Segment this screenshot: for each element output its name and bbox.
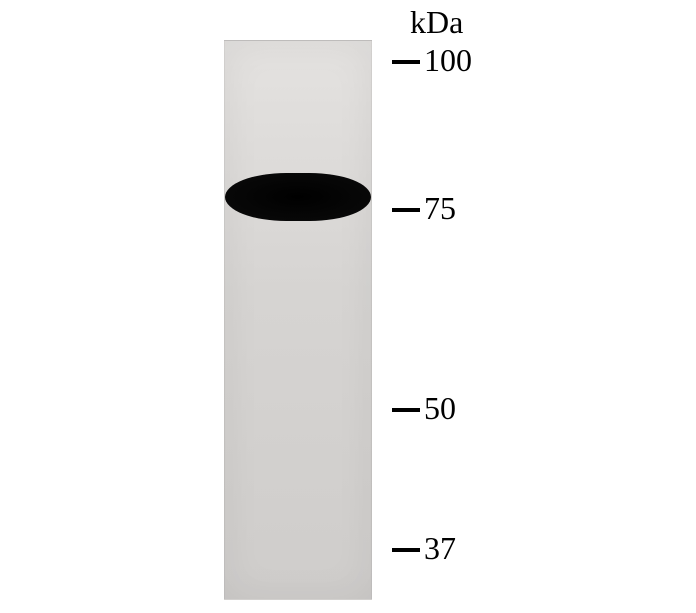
protein-band bbox=[225, 173, 371, 221]
marker-tick bbox=[392, 548, 420, 552]
marker-tick bbox=[392, 408, 420, 412]
marker-label: 75 bbox=[424, 190, 456, 227]
kda-unit-label: kDa bbox=[410, 4, 463, 41]
marker-label: 37 bbox=[424, 530, 456, 567]
marker-label: 50 bbox=[424, 390, 456, 427]
gel-lane bbox=[224, 40, 372, 600]
marker-tick bbox=[392, 60, 420, 64]
western-blot-figure: kDa 100 75 50 37 bbox=[0, 0, 696, 613]
marker-label: 100 bbox=[424, 42, 472, 79]
marker-tick bbox=[392, 208, 420, 212]
